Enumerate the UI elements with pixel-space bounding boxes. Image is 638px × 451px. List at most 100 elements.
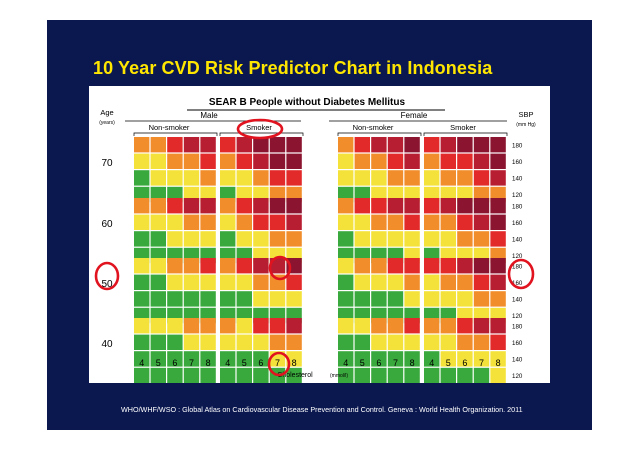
risk-cell	[253, 214, 269, 230]
risk-cell	[150, 258, 166, 274]
slide-background: 10 Year CVD Risk Predictor Chart in Indo…	[47, 20, 592, 430]
risk-cell	[183, 214, 200, 230]
risk-cell	[167, 170, 183, 186]
risk-cell	[236, 231, 252, 247]
female-label: Female	[401, 111, 428, 120]
risk-cell	[150, 291, 166, 307]
risk-cell	[490, 367, 506, 383]
risk-cell	[236, 153, 252, 169]
risk-grid	[134, 258, 216, 324]
cholesterol-unit: (mmol/l)	[330, 373, 348, 379]
risk-cell	[440, 198, 456, 214]
cholesterol-label-4: 4	[343, 358, 348, 368]
risk-cell	[354, 137, 370, 153]
risk-cell	[150, 367, 166, 383]
risk-cell	[440, 170, 456, 186]
risk-cell	[387, 334, 404, 350]
risk-cell	[167, 258, 183, 274]
risk-cell	[404, 334, 420, 350]
cholesterol-label-5: 5	[242, 358, 247, 368]
risk-cell	[220, 334, 236, 350]
risk-cell	[167, 214, 183, 230]
risk-cell	[150, 198, 166, 214]
risk-grid	[220, 198, 302, 264]
risk-cell	[424, 170, 440, 186]
risk-grid	[338, 198, 420, 264]
risk-cell	[253, 231, 269, 247]
cholesterol-label-5: 5	[156, 358, 161, 368]
risk-cell	[134, 291, 150, 307]
risk-cell	[371, 258, 387, 274]
risk-cell	[134, 170, 150, 186]
risk-cell	[220, 291, 236, 307]
risk-cell	[220, 153, 236, 169]
cholesterol-label-4: 4	[429, 358, 434, 368]
sbp-label: SBP	[518, 110, 533, 119]
column-label-female-smoker: Smoker	[450, 123, 476, 132]
cholesterol-label-7: 7	[479, 358, 484, 368]
risk-cell	[473, 198, 490, 214]
risk-cell	[269, 291, 286, 307]
cholesterol-label-7: 7	[275, 358, 280, 368]
risk-cell	[253, 318, 269, 334]
column-bracket	[219, 132, 304, 136]
risk-cell	[371, 137, 387, 153]
age-label-50: 50	[101, 279, 113, 290]
risk-cell	[200, 214, 216, 230]
cholesterol-label-4: 4	[225, 358, 230, 368]
risk-cell	[150, 153, 166, 169]
sbp-unit: (mm Hg)	[516, 122, 536, 128]
risk-cell	[269, 318, 286, 334]
risk-cell	[220, 198, 236, 214]
risk-cell	[473, 137, 490, 153]
risk-cell	[440, 274, 456, 290]
risk-cell	[371, 334, 387, 350]
risk-cell	[354, 274, 370, 290]
risk-cell	[200, 198, 216, 214]
risk-grid	[220, 137, 302, 203]
risk-cell	[404, 274, 420, 290]
risk-cell	[371, 318, 387, 334]
highlight-cholesterol-7-circle	[267, 351, 291, 377]
risk-cell	[183, 258, 200, 274]
risk-cell	[286, 334, 302, 350]
risk-cell	[490, 258, 506, 274]
risk-cell	[236, 214, 252, 230]
risk-cell	[457, 318, 473, 334]
risk-cell	[404, 291, 420, 307]
sbp-label-140: 140	[512, 357, 523, 364]
risk-cell	[338, 231, 354, 247]
risk-cell	[183, 170, 200, 186]
risk-cell	[220, 214, 236, 230]
risk-cell	[134, 214, 150, 230]
highlight-age-50-circle	[94, 261, 120, 291]
risk-cell	[424, 351, 440, 367]
sbp-label-180: 180	[512, 263, 523, 270]
risk-cell	[354, 170, 370, 186]
risk-cell	[286, 170, 302, 186]
risk-cell	[200, 367, 216, 383]
risk-cell	[183, 231, 200, 247]
risk-cell	[354, 214, 370, 230]
risk-cell	[253, 198, 269, 214]
risk-cell	[490, 198, 506, 214]
risk-cell	[220, 274, 236, 290]
cholesterol-label: Cholesterol	[277, 372, 313, 379]
risk-cell	[457, 351, 473, 367]
risk-cell	[404, 170, 420, 186]
highlight-circles	[94, 118, 535, 377]
risk-cell	[440, 214, 456, 230]
risk-cell	[338, 137, 354, 153]
risk-cell	[253, 291, 269, 307]
risk-cell	[150, 318, 166, 334]
risk-cell	[354, 153, 370, 169]
risk-cell	[167, 291, 183, 307]
risk-cell	[286, 274, 302, 290]
risk-cell	[236, 334, 252, 350]
cholesterol-labels: 4 5 6 7 8 4 5 6 7 8 4 5 6 7 8 4 5 6 7 8	[139, 358, 500, 368]
risk-cell	[134, 274, 150, 290]
risk-cell	[269, 214, 286, 230]
risk-cell	[440, 367, 456, 383]
risk-cell	[424, 367, 440, 383]
sbp-label-140: 140	[512, 237, 523, 244]
